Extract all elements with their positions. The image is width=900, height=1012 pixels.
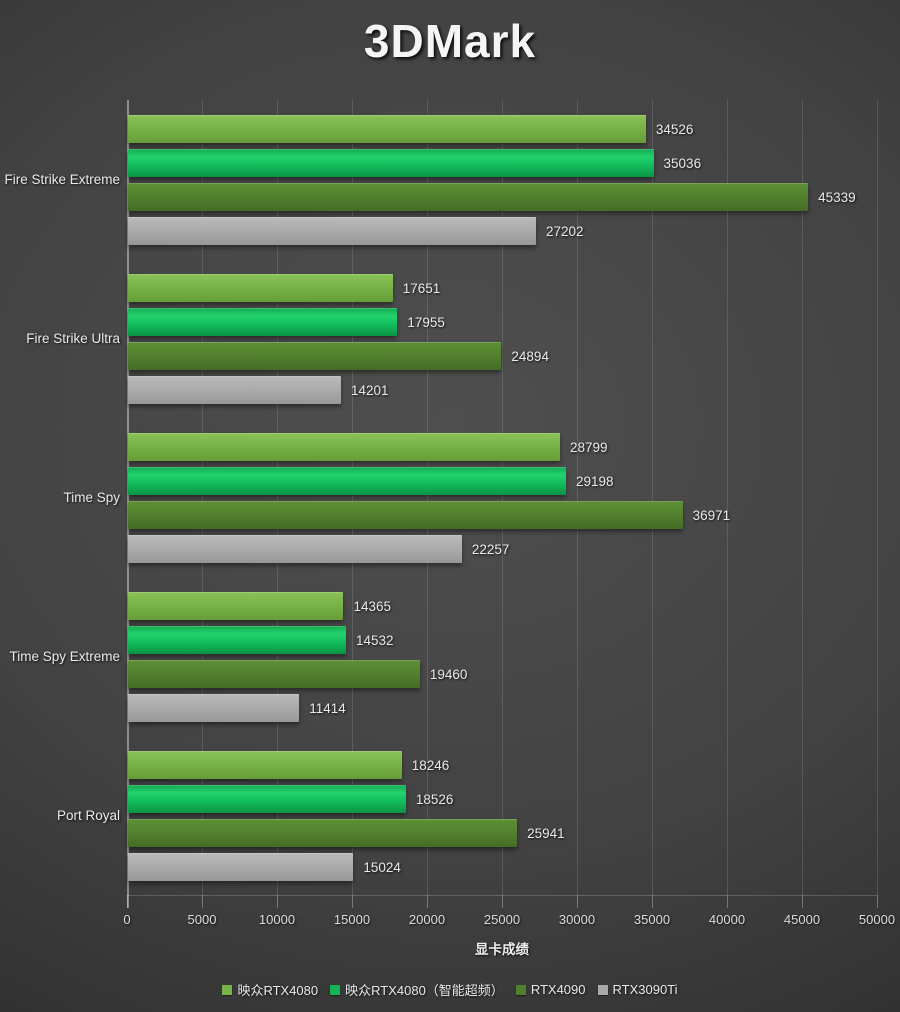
bar-value-label: 22257 xyxy=(471,541,510,557)
legend-item: RTX3090Ti xyxy=(597,982,678,997)
legend-swatch xyxy=(515,984,526,995)
bar-value-label: 35036 xyxy=(663,155,702,171)
bar xyxy=(128,432,560,461)
bar xyxy=(128,307,398,336)
x-axis-tick xyxy=(277,895,278,908)
bar-value-label: 28799 xyxy=(569,439,608,455)
bar-value-label: 17651 xyxy=(402,280,441,296)
bar-value-label: 14532 xyxy=(355,632,394,648)
x-tick-label: 0 xyxy=(123,912,131,927)
bar-value-label: 14365 xyxy=(353,598,392,614)
x-axis-line xyxy=(127,895,877,896)
bar-value-label: 15024 xyxy=(363,859,401,875)
bar xyxy=(128,750,402,779)
x-tick-label: 15000 xyxy=(333,912,371,927)
x-tick-label: 5000 xyxy=(187,912,217,927)
bar xyxy=(128,659,420,688)
bar-value-label: 19460 xyxy=(429,666,468,682)
bar xyxy=(128,273,393,302)
x-axis-tick xyxy=(727,895,728,908)
bar-value-label: 14201 xyxy=(351,382,389,398)
legend-swatch xyxy=(597,984,608,995)
legend-label: 映众RTX4080（智能超频） xyxy=(345,983,504,998)
legend: 映众RTX4080 映众RTX4080（智能超频） RTX4090 RTX3090Ti xyxy=(0,980,900,999)
gridline xyxy=(502,100,503,895)
gridline xyxy=(577,100,578,895)
bar xyxy=(128,500,683,529)
x-axis-tick xyxy=(652,895,653,908)
x-tick-label: 20000 xyxy=(408,912,446,927)
bar xyxy=(128,534,462,563)
x-axis-tick xyxy=(202,895,203,908)
x-tick-label: 45000 xyxy=(783,912,821,927)
x-axis-tick xyxy=(427,895,428,908)
bar-value-label: 24894 xyxy=(511,348,549,364)
x-tick-label: 50000 xyxy=(858,912,896,927)
x-tick-label: 10000 xyxy=(258,912,296,927)
bar-value-label: 45339 xyxy=(818,189,856,205)
bar-value-label: 34526 xyxy=(655,121,694,137)
bar-value-label: 27202 xyxy=(546,223,584,239)
bar-value-label: 11414 xyxy=(309,700,346,716)
gridline xyxy=(352,100,353,895)
bar-value-label: 17955 xyxy=(407,314,445,330)
x-axis-tick xyxy=(877,895,878,908)
category-label: Fire Strike Extreme xyxy=(4,171,120,187)
bar-value-label: 18246 xyxy=(411,757,450,773)
bar xyxy=(128,375,341,404)
x-tick-label: 25000 xyxy=(483,912,521,927)
x-axis-tick xyxy=(577,895,578,908)
gridline xyxy=(802,100,803,895)
bar-value-label: 29198 xyxy=(575,473,614,489)
category-label: Fire Strike Ultra xyxy=(26,330,120,346)
gridline xyxy=(277,100,278,895)
x-axis-tick xyxy=(352,895,353,908)
legend-swatch xyxy=(330,984,341,995)
x-tick-label: 35000 xyxy=(633,912,671,927)
bar-value-label: 18526 xyxy=(415,791,454,807)
category-label: Port Royal xyxy=(56,807,120,823)
bar xyxy=(128,784,406,813)
bar xyxy=(128,182,809,211)
gridline xyxy=(427,100,428,895)
legend-label: RTX3090Ti xyxy=(612,982,678,997)
x-axis-tick xyxy=(502,895,503,908)
bar-value-label: 25941 xyxy=(527,825,565,841)
legend-label: 映众RTX4080 xyxy=(237,983,319,998)
bar xyxy=(128,591,344,620)
bar xyxy=(128,148,654,177)
gridline xyxy=(877,100,878,895)
bar xyxy=(128,818,518,847)
bar-value-label: 36971 xyxy=(692,507,731,523)
plot-area: 34526 35036 45339 27202 17651 17955 24894 14201… xyxy=(127,100,878,908)
gridline xyxy=(727,100,728,895)
category-label: Time Spy Extreme xyxy=(9,648,120,664)
bar xyxy=(128,341,502,370)
legend-item: 映众RTX4080（智能超频） xyxy=(330,980,504,999)
chart-title: 3DMark xyxy=(363,15,537,67)
gridline xyxy=(652,100,653,895)
x-tick-label: 30000 xyxy=(558,912,596,927)
gridline xyxy=(202,100,203,895)
legend-item: RTX4090 xyxy=(515,982,586,997)
legend-item: 映众RTX4080 xyxy=(222,980,318,999)
legend-swatch xyxy=(222,984,233,995)
x-axis-title: 显卡成绩 xyxy=(475,942,529,957)
category-label: Time Spy xyxy=(63,489,120,505)
bar xyxy=(128,216,537,245)
x-tick-label: 40000 xyxy=(708,912,746,927)
bar xyxy=(128,114,646,143)
x-axis-tick xyxy=(802,895,803,908)
bar xyxy=(128,693,300,722)
x-axis-tick xyxy=(127,895,128,908)
bar xyxy=(128,466,566,495)
legend-label: RTX4090 xyxy=(530,982,586,997)
bar xyxy=(128,625,346,654)
bar xyxy=(128,852,354,881)
